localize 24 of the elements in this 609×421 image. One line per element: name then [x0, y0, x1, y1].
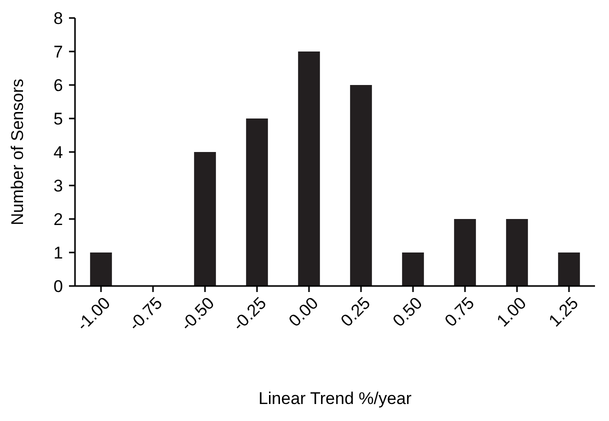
x-tick-label: 0.75 — [441, 294, 478, 330]
y-tick-label: 5 — [54, 109, 63, 128]
y-tick-label: 0 — [54, 276, 63, 296]
y-tick-label: 7 — [54, 42, 63, 62]
y-tick-label: 4 — [54, 142, 63, 162]
y-tick-label: 3 — [54, 176, 63, 196]
bar — [402, 252, 424, 286]
x-tick-label: 0.00 — [285, 294, 322, 330]
bar — [506, 219, 528, 286]
y-tick-label: 8 — [54, 8, 63, 28]
y-tick-label: 2 — [54, 210, 63, 229]
x-axis-title: Linear Trend %/year — [258, 389, 412, 408]
bar — [246, 118, 268, 286]
x-tick-label: 0.50 — [389, 294, 426, 330]
bar — [558, 252, 580, 286]
bar — [90, 252, 112, 286]
y-tick-label: 1 — [54, 243, 63, 262]
x-tick-label: 0.25 — [337, 294, 374, 330]
bar — [350, 85, 372, 286]
bar — [298, 52, 320, 286]
y-tick-label: 6 — [54, 76, 63, 95]
bar — [194, 152, 216, 286]
bar — [454, 219, 476, 286]
y-axis-title: Number of Sensors — [8, 78, 27, 226]
